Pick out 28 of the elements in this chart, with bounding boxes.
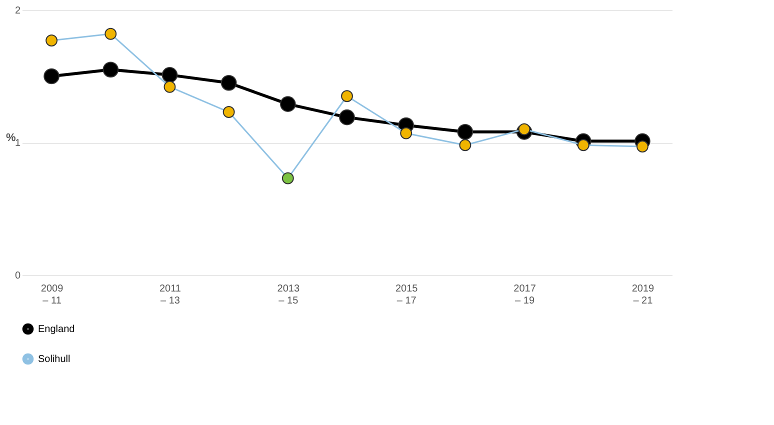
y-tick-label: 0 <box>14 270 21 282</box>
point <box>341 90 353 102</box>
legend-label: England <box>38 324 75 335</box>
point <box>457 124 474 140</box>
point <box>104 28 117 40</box>
point <box>282 172 294 184</box>
point <box>339 109 355 126</box>
y-tick-label: 2 <box>14 6 21 16</box>
y-tick-label: 1 <box>14 138 21 149</box>
point <box>222 106 235 118</box>
point <box>280 96 296 112</box>
point <box>459 139 472 152</box>
point <box>46 34 58 46</box>
x-tick-label: 2011 – 13 <box>159 284 182 306</box>
x-tick-label: 2019 – 21 <box>632 284 655 306</box>
point <box>162 67 178 83</box>
point <box>44 68 60 84</box>
point <box>400 127 412 140</box>
x-tick-label: 2009 – 11 <box>40 284 64 306</box>
y-axis-title: % <box>6 132 16 144</box>
point <box>164 80 176 93</box>
x-tick-label: 2015 – 17 <box>395 284 418 306</box>
x-tick-label: 2013 – 15 <box>277 284 300 306</box>
point <box>636 140 648 152</box>
x-tick-label: 2017 – 19 <box>514 284 536 306</box>
legend-label: Solihull <box>38 354 70 365</box>
point <box>220 74 237 91</box>
point <box>102 62 119 78</box>
